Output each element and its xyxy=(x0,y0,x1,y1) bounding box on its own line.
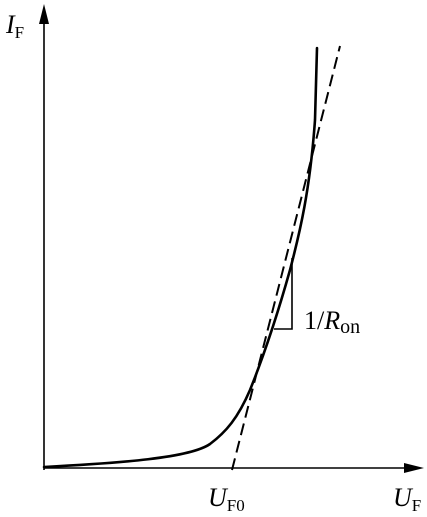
slope-label-main: R xyxy=(323,306,340,335)
slope-label: 1/Ron xyxy=(304,306,360,338)
x-axis-label: UF xyxy=(393,483,421,515)
y-axis-label: IF xyxy=(5,10,24,42)
threshold-label-main: U xyxy=(208,483,229,512)
threshold-voltage-label: UF0 xyxy=(208,483,245,515)
threshold-label-sub: F0 xyxy=(227,496,245,515)
slope-label-sub: on xyxy=(340,316,360,338)
x-axis-label-sub: F xyxy=(412,496,421,515)
y-axis-label-main: I xyxy=(5,10,16,39)
y-axis-label-sub: F xyxy=(15,23,24,42)
tangent-line xyxy=(231,45,341,471)
diode-curve xyxy=(42,46,319,469)
slope-triangle xyxy=(274,258,293,330)
y-axis-arrowhead xyxy=(39,4,49,24)
x-axis-label-main: U xyxy=(393,483,414,512)
x-axis-arrowhead xyxy=(404,463,424,473)
slope-label-prefix: 1/ xyxy=(304,306,325,335)
